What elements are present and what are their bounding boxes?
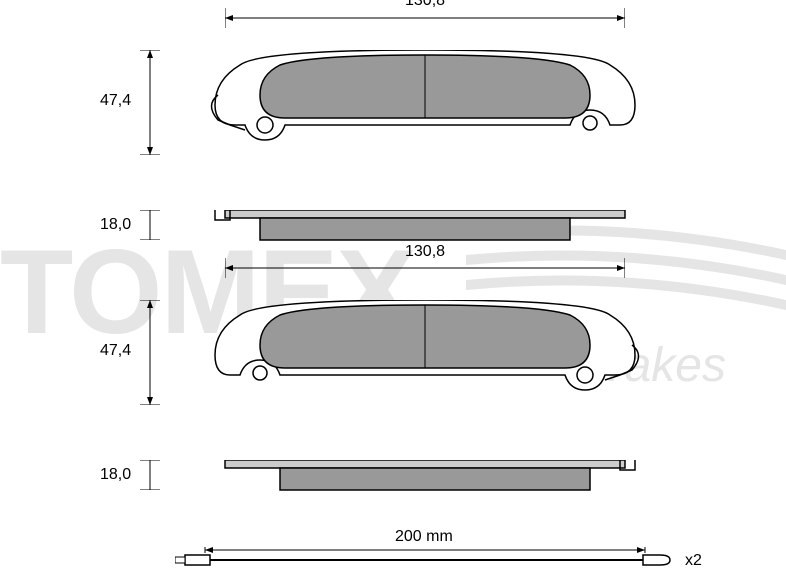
dim-line-thick-2 bbox=[140, 460, 160, 490]
brake-pad-2-front bbox=[210, 300, 640, 410]
brake-pad-2-side bbox=[210, 460, 640, 492]
dim-line-width-mid bbox=[225, 258, 625, 278]
dim-thick-2: 18,0 bbox=[100, 466, 131, 484]
dim-line-thick-1 bbox=[140, 210, 160, 240]
dim-width-mid: 130,8 bbox=[405, 243, 445, 261]
dim-height-2: 47,4 bbox=[100, 342, 131, 360]
brake-pad-1-front bbox=[210, 50, 640, 160]
dim-line-width-top bbox=[225, 8, 625, 28]
dim-line-height-2 bbox=[140, 300, 160, 405]
dim-cable-length: 200 mm bbox=[395, 528, 453, 546]
dim-line-height-1 bbox=[140, 50, 160, 155]
wear-sensor-cable bbox=[175, 545, 675, 575]
dim-width-top: 130,8 bbox=[405, 0, 445, 10]
brake-pad-1-side bbox=[210, 210, 640, 242]
dim-height-1: 47,4 bbox=[100, 92, 131, 110]
cable-qty: x2 bbox=[685, 552, 702, 570]
dim-thick-1: 18,0 bbox=[100, 216, 131, 234]
